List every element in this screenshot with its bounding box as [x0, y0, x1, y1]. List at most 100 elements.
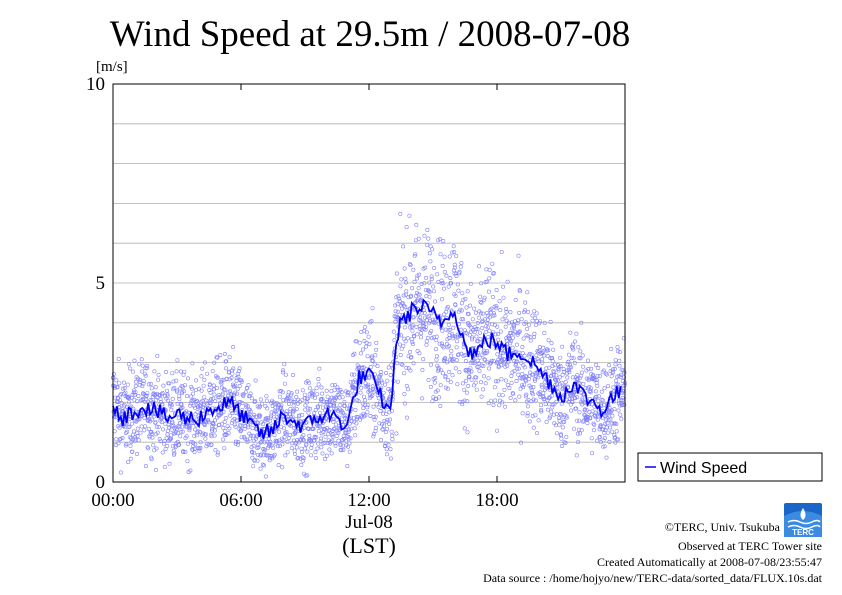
raw-sample-point: [236, 439, 241, 444]
raw-sample-point: [128, 443, 133, 448]
raw-sample-point: [258, 440, 263, 445]
raw-sample-point: [365, 384, 370, 389]
raw-sample-point: [444, 273, 449, 278]
raw-sample-point: [229, 408, 234, 413]
raw-sample-point: [555, 382, 560, 387]
raw-sample-point: [414, 294, 419, 299]
raw-sample-point: [510, 345, 515, 350]
raw-sample-point: [235, 391, 240, 396]
raw-sample-point: [265, 406, 270, 411]
raw-sample-point: [127, 400, 132, 405]
raw-sample-point: [223, 416, 228, 421]
x-date-label: Jul-08: [345, 512, 393, 533]
raw-sample-point: [174, 378, 179, 383]
raw-sample-point: [514, 359, 519, 364]
raw-sample-point: [202, 377, 207, 382]
raw-sample-point: [220, 393, 225, 398]
raw-sample-point: [486, 376, 491, 381]
raw-sample-point: [212, 428, 217, 433]
raw-sample-point: [525, 326, 530, 331]
raw-sample-point: [137, 362, 142, 367]
raw-sample-point: [435, 272, 440, 277]
raw-sample-point: [579, 428, 584, 433]
raw-sample-point: [478, 311, 483, 316]
raw-sample-point: [493, 379, 498, 384]
raw-sample-point: [495, 360, 500, 365]
raw-sample-point: [552, 369, 557, 374]
raw-sample-point: [309, 442, 314, 447]
raw-sample-point: [434, 334, 439, 339]
raw-sample-point: [606, 418, 611, 423]
raw-sample-point: [592, 375, 597, 380]
raw-sample-point: [535, 357, 540, 362]
raw-sample-point: [170, 396, 175, 401]
raw-sample-point: [437, 395, 442, 400]
raw-sample-point: [422, 310, 427, 315]
raw-sample-point: [454, 358, 459, 363]
raw-sample-point: [522, 365, 527, 370]
raw-sample-point: [480, 311, 485, 316]
raw-sample-point: [211, 422, 216, 427]
raw-sample-point: [571, 356, 576, 361]
raw-sample-point: [423, 265, 428, 270]
raw-sample-point: [570, 400, 575, 405]
raw-sample-point: [149, 457, 154, 462]
raw-sample-point: [207, 420, 212, 425]
raw-sample-point: [454, 345, 459, 350]
raw-sample-point: [126, 362, 131, 367]
raw-sample-point: [487, 276, 492, 281]
raw-sample-point: [135, 451, 140, 456]
raw-sample-point: [418, 335, 423, 340]
raw-sample-point: [155, 430, 160, 435]
raw-sample-point: [621, 375, 626, 380]
raw-sample-point: [135, 431, 140, 436]
raw-sample-point: [486, 401, 491, 406]
raw-sample-point: [473, 310, 478, 315]
raw-sample-point: [124, 430, 129, 435]
raw-sample-point: [394, 431, 399, 436]
raw-sample-point: [274, 441, 279, 446]
raw-sample-point: [482, 357, 487, 362]
raw-sample-point: [455, 282, 460, 287]
raw-sample-point: [588, 390, 593, 395]
raw-sample-point: [338, 403, 343, 408]
raw-sample-point: [441, 345, 446, 350]
raw-sample-point: [386, 397, 391, 402]
raw-sample-point: [515, 332, 520, 337]
raw-sample-point: [418, 318, 423, 323]
raw-sample-point: [266, 436, 271, 441]
raw-sample-point: [133, 383, 138, 388]
raw-sample-point: [273, 405, 278, 410]
raw-sample-point: [171, 387, 176, 392]
raw-sample-point: [131, 429, 136, 434]
raw-sample-point: [147, 382, 152, 387]
raw-sample-point: [550, 359, 555, 364]
raw-sample-point: [541, 345, 546, 350]
raw-sample-point: [467, 374, 472, 379]
raw-sample-point: [226, 431, 231, 436]
raw-sample-point: [267, 442, 272, 447]
raw-sample-point: [439, 368, 444, 373]
raw-sample-point: [461, 317, 466, 322]
raw-sample-point: [473, 325, 478, 330]
raw-sample-point: [213, 399, 218, 404]
raw-sample-point: [416, 286, 421, 291]
raw-sample-point: [444, 341, 449, 346]
raw-sample-point: [265, 417, 270, 422]
raw-sample-point: [501, 284, 506, 289]
raw-sample-point: [338, 387, 343, 392]
raw-sample-point: [187, 426, 192, 431]
raw-sample-point: [336, 387, 341, 392]
raw-sample-point: [595, 414, 600, 419]
raw-sample-point: [442, 254, 447, 259]
raw-sample-point: [488, 310, 493, 315]
raw-sample-point: [294, 440, 299, 445]
raw-sample-point: [423, 288, 428, 293]
raw-sample-point: [589, 402, 594, 407]
raw-sample-point: [257, 405, 262, 410]
raw-sample-point: [445, 304, 450, 309]
raw-sample-point: [596, 394, 601, 399]
raw-sample-point: [192, 446, 197, 451]
raw-sample-point: [443, 374, 448, 379]
raw-sample-point: [113, 414, 118, 419]
